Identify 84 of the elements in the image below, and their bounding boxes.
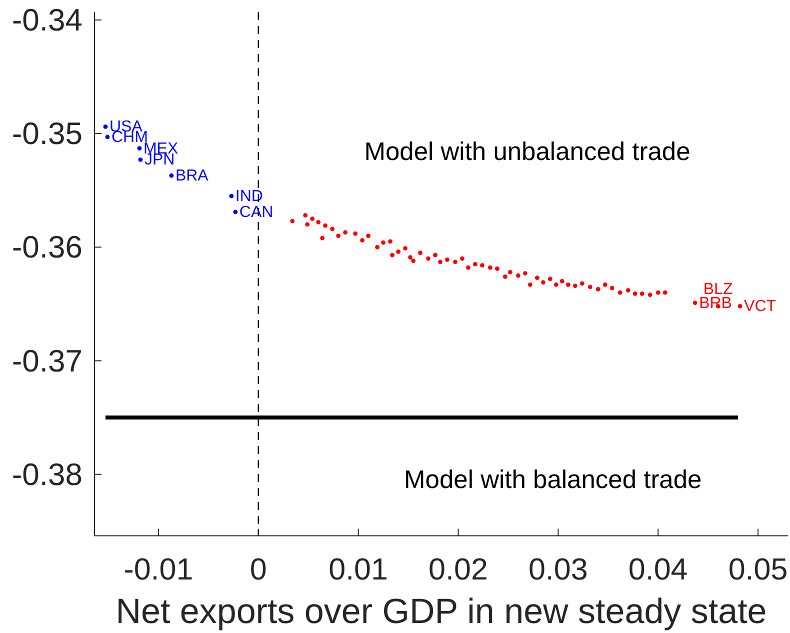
point [503, 274, 508, 279]
data-label: VCT [744, 298, 776, 315]
point [169, 173, 174, 178]
point [418, 250, 422, 256]
point [602, 282, 608, 287]
y-tick-label: -0.38 [12, 456, 82, 492]
point [336, 234, 341, 238]
point [320, 236, 325, 240]
y-tick-label: -0.36 [12, 230, 82, 265]
point [453, 260, 458, 264]
x-tick-label: 0.05 [728, 552, 788, 587]
x-tick-label: 0 [250, 552, 267, 587]
point [488, 265, 492, 270]
point [403, 246, 408, 250]
point [618, 290, 622, 295]
point [580, 281, 584, 286]
point [411, 258, 416, 263]
point [466, 265, 470, 270]
point [303, 213, 308, 218]
point [508, 270, 512, 274]
point [572, 284, 578, 288]
point [343, 230, 348, 235]
point [626, 288, 630, 293]
annotation: Model with unbalanced trade [364, 138, 690, 166]
x-tick-label: 0.01 [328, 552, 388, 587]
point [548, 276, 552, 282]
point [566, 282, 570, 287]
point [323, 223, 328, 228]
point [229, 194, 234, 198]
point [316, 220, 321, 224]
point [103, 124, 108, 129]
x-tick-label: 0.04 [628, 552, 688, 587]
point [233, 210, 238, 214]
point [408, 255, 412, 260]
point [396, 250, 400, 254]
point [480, 263, 484, 268]
point [516, 273, 520, 278]
point [330, 226, 335, 232]
point [426, 256, 430, 261]
point [290, 218, 295, 224]
point [433, 252, 438, 258]
point [360, 238, 365, 243]
annotation: Model with balanced trade [404, 466, 702, 494]
point [528, 282, 532, 287]
point [522, 271, 528, 276]
point [460, 256, 464, 261]
point [473, 262, 478, 266]
data-label: IND [235, 188, 263, 205]
point [540, 280, 546, 285]
point [632, 292, 638, 296]
point [137, 146, 142, 151]
point [738, 304, 742, 308]
point [390, 252, 394, 258]
point [662, 290, 668, 295]
point [588, 284, 592, 290]
point [554, 282, 558, 287]
point [366, 234, 371, 238]
point [310, 216, 315, 221]
point [692, 300, 698, 306]
point [305, 222, 310, 227]
point [438, 260, 442, 264]
point [648, 292, 652, 298]
point [138, 157, 143, 162]
x-tick-label: 0.02 [428, 552, 488, 587]
point [560, 279, 564, 284]
point [353, 231, 358, 236]
y-tick-label: -0.35 [12, 116, 82, 152]
x-axis-title: Net exports over GDP in new steady state [116, 592, 767, 631]
point [105, 134, 110, 140]
point [610, 286, 614, 290]
point [534, 276, 540, 280]
point [381, 240, 386, 245]
point [656, 290, 660, 295]
x-tick-label: 0.03 [528, 552, 588, 587]
point [640, 292, 644, 296]
x-tick-label: -0.01 [124, 552, 194, 587]
point [596, 286, 600, 292]
point [445, 257, 450, 262]
y-tick-label: -0.37 [12, 343, 82, 378]
point [375, 244, 380, 250]
data-label: BRA [175, 167, 209, 184]
point [388, 239, 392, 244]
point [495, 266, 500, 271]
y-tick-label: -0.34 [12, 2, 82, 38]
